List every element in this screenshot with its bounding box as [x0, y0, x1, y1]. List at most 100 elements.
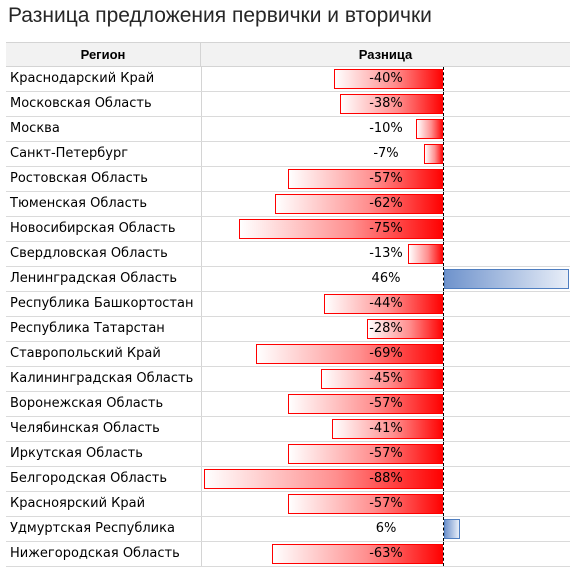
region-name: Тюменская Область: [10, 196, 148, 211]
difference-value: -7%: [373, 146, 399, 161]
difference-value: -88%: [369, 471, 403, 486]
data-bar: [288, 494, 443, 514]
column-divider: [201, 217, 202, 241]
table-row[interactable]: Краснодарский Край -40%: [6, 67, 570, 92]
zero-axis-line: [443, 442, 444, 466]
data-bar: [331, 419, 443, 439]
table-header: Регион Разница: [6, 42, 570, 67]
zero-axis-line: [443, 542, 444, 566]
data-bar: [339, 94, 443, 114]
column-divider: [201, 67, 202, 91]
difference-value: -75%: [369, 221, 403, 236]
table-row[interactable]: Ленинградская Область 46%: [6, 267, 570, 292]
zero-axis-line: [443, 67, 444, 91]
column-divider: [201, 192, 202, 216]
difference-value: -63%: [369, 546, 403, 561]
column-divider: [201, 417, 202, 441]
difference-value: 46%: [371, 271, 401, 286]
data-bar: [423, 144, 443, 164]
data-bar: [204, 469, 443, 489]
column-header-region[interactable]: Регион: [6, 43, 201, 66]
table-row[interactable]: Ростовская Область -57%: [6, 167, 570, 192]
table-row[interactable]: Красноярский Край -57%: [6, 492, 570, 517]
difference-value: -57%: [369, 446, 403, 461]
zero-axis-line: [443, 317, 444, 341]
table-row[interactable]: Москва -10%: [6, 117, 570, 142]
table-row[interactable]: Республика Татарстан -28%: [6, 317, 570, 342]
difference-value: -69%: [369, 346, 403, 361]
table-row[interactable]: Иркутская Область -57%: [6, 442, 570, 467]
table-row[interactable]: Челябинская Область -41%: [6, 417, 570, 442]
table-row[interactable]: Воронежская Область -57%: [6, 392, 570, 417]
data-bar: [271, 544, 443, 564]
table-row[interactable]: Нижегородская Область -63%: [6, 542, 570, 567]
difference-value: -45%: [369, 371, 403, 386]
data-bar: [334, 69, 443, 89]
table-row[interactable]: Республика Башкортостан -44%: [6, 292, 570, 317]
region-name: Белгородская Область: [10, 471, 168, 486]
column-divider: [201, 242, 202, 266]
zero-axis-line: [443, 342, 444, 366]
column-divider: [201, 92, 202, 116]
zero-axis-line: [443, 267, 444, 291]
region-name: Нижегородская Область: [10, 546, 180, 561]
region-name: Краснодарский Край: [10, 71, 155, 86]
region-name: Ростовская Область: [10, 171, 148, 186]
region-name: Свердловская Область: [10, 246, 168, 261]
data-bar: [274, 194, 443, 214]
table-row[interactable]: Санкт-Петербург -7%: [6, 142, 570, 167]
data-bar: [323, 294, 443, 314]
zero-axis-line: [443, 417, 444, 441]
zero-axis-line: [443, 392, 444, 416]
data-bar: [288, 444, 443, 464]
table-row[interactable]: Удмуртская Республика 6%: [6, 517, 570, 542]
difference-value: -44%: [369, 296, 403, 311]
region-name: Ленинградская Область: [10, 271, 178, 286]
data-bar: [444, 519, 461, 539]
region-name: Санкт-Петербург: [10, 146, 129, 161]
data-bar: [288, 394, 443, 414]
difference-value: -28%: [369, 321, 403, 336]
region-name: Воронежская Область: [10, 396, 164, 411]
zero-axis-line: [443, 192, 444, 216]
table-row[interactable]: Новосибирская Область -75%: [6, 217, 570, 242]
difference-value: -41%: [369, 421, 403, 436]
column-divider: [201, 117, 202, 141]
difference-value: -10%: [369, 121, 403, 136]
table-row[interactable]: Белгородская Область -88%: [6, 467, 570, 492]
table-row[interactable]: Калининградская Область -45%: [6, 367, 570, 392]
region-name: Иркутская Область: [10, 446, 143, 461]
column-divider: [201, 517, 202, 541]
table-row[interactable]: Тюменская Область -62%: [6, 192, 570, 217]
difference-value: -62%: [369, 196, 403, 211]
region-name: Москва: [10, 121, 60, 136]
column-divider: [201, 342, 202, 366]
difference-value: -40%: [369, 71, 403, 86]
zero-axis-line: [443, 467, 444, 491]
data-bar: [407, 244, 443, 264]
column-divider: [201, 267, 202, 291]
difference-value: -57%: [369, 496, 403, 511]
column-divider: [201, 442, 202, 466]
zero-axis-line: [443, 167, 444, 191]
data-bar: [288, 169, 443, 189]
data-bar: [320, 369, 443, 389]
table-row[interactable]: Московская Область -38%: [6, 92, 570, 117]
region-name: Челябинская Область: [10, 421, 160, 436]
data-bar: [415, 119, 443, 139]
zero-axis-line: [443, 117, 444, 141]
column-divider: [201, 367, 202, 391]
difference-value: -13%: [369, 246, 403, 261]
table-row[interactable]: Ставропольский Край -69%: [6, 342, 570, 367]
region-name: Красноярский Край: [10, 496, 146, 511]
region-name: Калининградская Область: [10, 371, 194, 386]
table-row[interactable]: Свердловская Область -13%: [6, 242, 570, 267]
region-name: Новосибирская Область: [10, 221, 176, 236]
data-bar: [239, 219, 443, 239]
data-bar: [444, 269, 569, 289]
difference-value: -57%: [369, 396, 403, 411]
zero-axis-line: [443, 242, 444, 266]
region-name: Удмуртская Республика: [10, 521, 175, 536]
column-header-difference[interactable]: Разница: [358, 47, 413, 62]
region-name: Республика Татарстан: [10, 321, 165, 336]
